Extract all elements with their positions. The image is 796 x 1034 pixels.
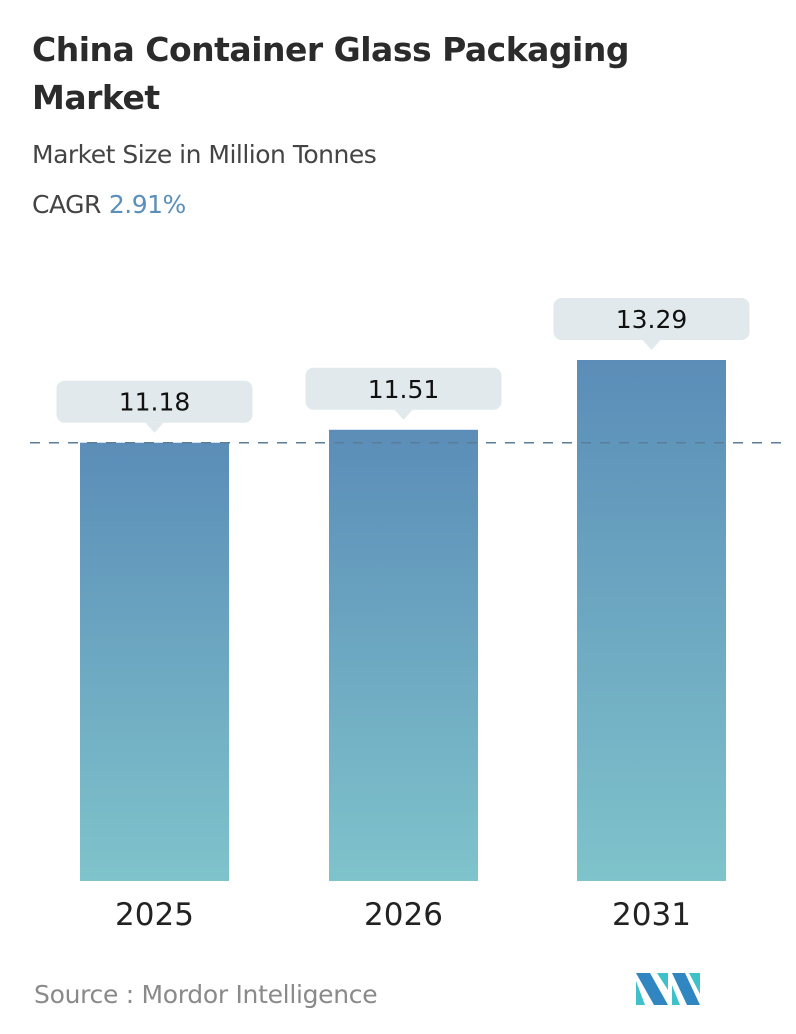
- chart-title: China Container Glass Packaging Market: [32, 30, 629, 117]
- data-label-box: [56, 380, 253, 423]
- data-label-pointer: [145, 422, 164, 433]
- data-label: 13.29: [616, 305, 688, 334]
- data-label-pointer: [642, 340, 661, 350]
- data-label-box: [553, 298, 750, 340]
- x-tick-label: 2026: [364, 897, 443, 933]
- x-tick-label: 2025: [115, 897, 194, 933]
- data-label: 11.51: [368, 375, 440, 404]
- data-label-pointer: [394, 409, 413, 420]
- bar: [577, 360, 726, 881]
- data-label: 11.18: [119, 388, 191, 417]
- cagr-value: 2.91%: [108, 190, 186, 219]
- cagr: CAGR 2.91%: [32, 190, 186, 219]
- bar: [329, 429, 478, 881]
- data-label-box: [305, 367, 502, 410]
- cagr-label: CAGR: [32, 190, 101, 219]
- bar: [80, 442, 229, 881]
- source-text: Source : Mordor Intelligence: [34, 980, 378, 1009]
- chart-subtitle: Market Size in Million Tonnes: [32, 140, 377, 169]
- x-tick-label: 2031: [612, 897, 691, 933]
